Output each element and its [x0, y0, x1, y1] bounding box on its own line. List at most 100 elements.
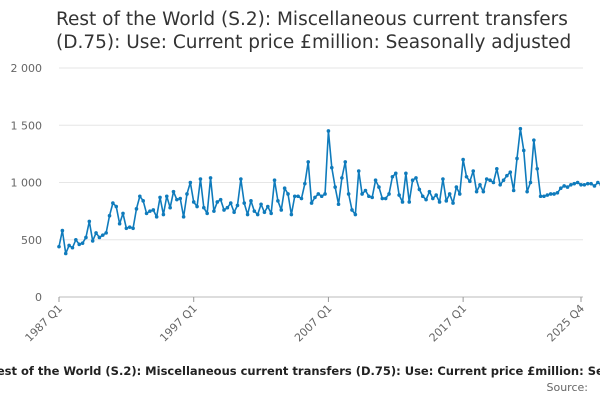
y-tick-label: 1 500 — [11, 119, 43, 132]
data-point — [582, 182, 587, 187]
data-point — [373, 178, 378, 183]
data-point — [515, 156, 519, 161]
data-point — [363, 188, 368, 193]
data-point — [148, 209, 152, 213]
legend-label: Rest of the World (S.2): Miscellaneous c… — [0, 364, 600, 378]
data-point — [397, 193, 401, 197]
data-point — [350, 208, 354, 212]
data-point — [228, 201, 233, 205]
data-point — [168, 205, 172, 210]
data-point — [414, 176, 418, 180]
x-axis: 1987 Q1 1997 Q1 2007 Q1 2017 Q1 2025 Q4 — [23, 297, 588, 345]
data-point — [212, 209, 216, 213]
chart-title: Rest of the World (S.2): Miscellaneous c… — [56, 9, 572, 53]
data-point — [380, 196, 385, 201]
data-point — [528, 180, 533, 185]
data-point — [70, 245, 75, 250]
data-point — [390, 174, 395, 179]
data-point — [353, 212, 358, 217]
data-point — [525, 189, 529, 194]
data-point — [252, 209, 257, 213]
data-point — [565, 185, 570, 189]
data-point — [508, 170, 513, 174]
data-point — [552, 192, 556, 196]
data-point — [360, 192, 364, 196]
grid-lines — [59, 67, 583, 298]
data-point — [572, 181, 577, 186]
data-point — [464, 174, 469, 179]
data-point — [154, 215, 159, 219]
data-point — [77, 242, 82, 247]
data-point — [239, 177, 243, 181]
data-point — [407, 200, 412, 204]
x-tick-label: 1987 Q1 — [23, 302, 66, 345]
y-tick-label: 2 000 — [11, 62, 43, 75]
data-point — [158, 195, 162, 200]
data-point — [292, 194, 297, 199]
data-point — [468, 179, 472, 184]
data-point — [127, 225, 132, 229]
data-point — [202, 205, 206, 210]
data-point — [84, 235, 88, 240]
data-point — [191, 200, 196, 204]
data-point — [181, 215, 186, 219]
data-point — [420, 194, 425, 199]
data-point — [457, 192, 462, 196]
data-point — [558, 186, 563, 191]
data-point — [208, 176, 213, 180]
data-point — [356, 169, 361, 173]
data-point — [346, 192, 351, 196]
source-label: Source: — [546, 381, 589, 394]
data-point — [343, 160, 348, 164]
data-point — [444, 199, 449, 203]
data-point — [367, 194, 371, 199]
data-point — [505, 173, 509, 178]
data-point — [222, 208, 226, 212]
data-point — [175, 197, 179, 202]
data-point — [387, 192, 391, 196]
data-point — [259, 202, 263, 207]
data-point — [151, 208, 156, 212]
data-point — [215, 200, 220, 204]
series-path — [58, 127, 600, 255]
x-tick-label: 2025 Q4 — [545, 302, 588, 345]
data-point — [393, 171, 398, 176]
data-point — [488, 178, 492, 183]
data-point — [461, 157, 465, 162]
data-point — [447, 192, 452, 196]
data-point — [266, 204, 270, 209]
x-tick-label: 1997 Q1 — [157, 302, 200, 345]
data-point — [451, 201, 455, 205]
data-point — [592, 184, 597, 188]
data-point — [542, 194, 546, 199]
data-point — [319, 194, 324, 199]
data-point — [171, 189, 176, 194]
data-point — [144, 211, 149, 216]
data-point — [518, 126, 523, 131]
y-axis: 0 500 1 000 1 500 2 000 — [11, 62, 43, 304]
data-point — [111, 201, 115, 205]
data-point — [90, 239, 95, 243]
data-point — [596, 180, 600, 185]
data-point — [329, 165, 334, 170]
y-tick-label: 0 — [35, 291, 42, 304]
data-point — [545, 193, 550, 197]
data-point — [80, 241, 85, 245]
data-point — [289, 212, 294, 217]
data-point — [299, 196, 304, 201]
data-point — [548, 192, 553, 196]
data-point — [575, 180, 580, 185]
data-point — [94, 231, 98, 235]
data-point — [562, 184, 566, 188]
data-point — [521, 148, 526, 153]
data-point — [188, 180, 193, 185]
data-point — [309, 201, 314, 205]
data-point — [323, 192, 327, 196]
data-point — [326, 129, 331, 133]
data-point — [498, 182, 502, 187]
series-points — [57, 126, 600, 256]
data-point — [589, 181, 593, 186]
data-point — [579, 182, 583, 187]
